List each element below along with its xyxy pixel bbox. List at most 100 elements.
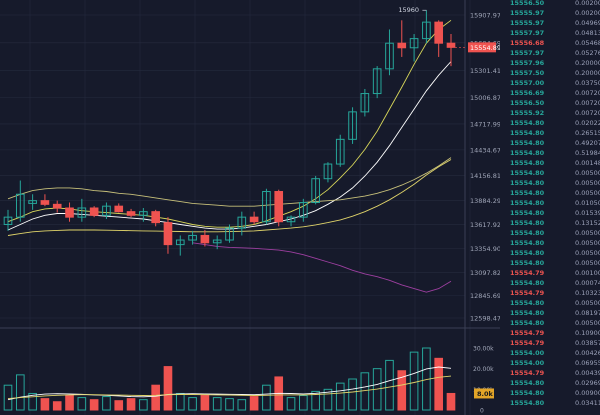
trade-quantity: 0.001485 bbox=[575, 159, 600, 167]
price-tick-label: 15907.97 bbox=[470, 12, 500, 20]
trade-quantity: 0.001000 bbox=[575, 269, 600, 277]
trade-row: 15555.97 0.002000 bbox=[500, 8, 600, 18]
trade-quantity: 0.200000 bbox=[575, 69, 600, 77]
trade-price: 15554.79 bbox=[510, 329, 545, 337]
trade-row: 15554.80 0.029695 bbox=[500, 378, 600, 388]
trade-price: 15555.97 bbox=[510, 9, 545, 17]
trade-row: 15554.79 0.103238 bbox=[500, 288, 600, 298]
trade-quantity: 0.009000 bbox=[575, 389, 600, 397]
trade-row: 15554.80 0.009000 bbox=[500, 388, 600, 398]
trade-quantity: 0.038574 bbox=[575, 339, 600, 347]
trade-quantity: 0.029695 bbox=[575, 379, 600, 387]
trade-quantity: 0.002000 bbox=[575, 0, 600, 7]
trade-quantity: 0.020224 bbox=[575, 119, 600, 127]
moving-average-line bbox=[7, 157, 452, 207]
trade-row: 15556.68 0.054688 bbox=[500, 38, 600, 48]
trade-quantity: 0.005000 bbox=[575, 259, 600, 267]
trade-quantity: 0.007200 bbox=[575, 89, 600, 97]
trade-price: 15554.80 bbox=[510, 389, 545, 397]
trade-quantity: 0.131522 bbox=[575, 219, 600, 227]
candle-down bbox=[200, 234, 210, 244]
candle-up bbox=[3, 216, 13, 225]
volume-bar bbox=[65, 395, 74, 411]
trade-quantity: 0.048132 bbox=[575, 29, 600, 37]
volume-bar bbox=[360, 372, 370, 411]
trade-row: 15554.80 0.131522 bbox=[500, 218, 600, 228]
volume-bar bbox=[163, 366, 173, 411]
trade-row: 15554.80 0.034112 bbox=[500, 398, 600, 408]
candle-down bbox=[151, 211, 160, 224]
candle-up bbox=[139, 211, 148, 216]
trade-price: 15554.80 bbox=[510, 149, 545, 157]
candle-up bbox=[372, 68, 382, 95]
trade-quantity: 0.007200 bbox=[575, 99, 600, 107]
annotations: 15960 bbox=[398, 6, 427, 14]
volume-tick-label: 30.00k bbox=[473, 346, 494, 353]
trade-row: 15557.00 0.037500 bbox=[500, 78, 600, 88]
volume-bar bbox=[286, 397, 296, 411]
candle-down bbox=[249, 216, 259, 223]
trade-quantity: 0.034112 bbox=[575, 399, 600, 407]
trade-price: 15557.00 bbox=[510, 79, 545, 87]
trade-quantity: 0.005000 bbox=[575, 179, 600, 187]
current-volume-tag bbox=[474, 388, 494, 399]
trade-row: 15557.97 0.048132 bbox=[500, 28, 600, 38]
trade-price: 15554.80 bbox=[510, 309, 545, 317]
candle-down bbox=[163, 222, 173, 246]
trade-price: 15554.80 bbox=[510, 259, 545, 267]
trade-price: 15554.00 bbox=[510, 349, 545, 357]
candle-down bbox=[89, 207, 99, 216]
trade-price: 15556.50 bbox=[510, 0, 545, 7]
volume-bar bbox=[89, 399, 99, 411]
current-volume-label: 8.0k bbox=[477, 390, 494, 398]
trade-quantity: 0.005000 bbox=[575, 189, 600, 197]
volume-bar bbox=[188, 397, 197, 411]
trade-quantity: 0.109000 bbox=[575, 329, 600, 337]
trade-quantity: 0.005000 bbox=[575, 239, 600, 247]
trade-row: 15554.80 0.010500 bbox=[500, 198, 600, 208]
trade-row: 15554.80 0.020224 bbox=[500, 118, 600, 128]
price-tick-label: 13617.92 bbox=[470, 221, 500, 229]
volume-bars bbox=[3, 347, 456, 411]
trade-price: 15554.80 bbox=[510, 129, 545, 137]
candle-down bbox=[52, 203, 62, 209]
candle-up bbox=[409, 38, 419, 49]
candle-down bbox=[40, 200, 50, 205]
trade-quantity: 0.103238 bbox=[575, 289, 600, 297]
trade-row: 15554.80 0.265157 bbox=[500, 128, 600, 138]
trade-row: 15554.00 0.004267 bbox=[500, 348, 600, 358]
trade-price: 15554.80 bbox=[510, 219, 545, 227]
trade-row: 15557.97 0.052769 bbox=[500, 48, 600, 58]
trade-price: 15554.80 bbox=[510, 239, 545, 247]
candle-up bbox=[237, 216, 247, 229]
candle-down bbox=[114, 205, 124, 213]
trade-quantity: 0.037500 bbox=[575, 79, 600, 87]
candlestick-chart[interactable]: 15907.9715604.6915301.4115006.8714717.99… bbox=[0, 0, 500, 415]
price-tick-label: 13097.82 bbox=[470, 269, 500, 277]
volume-average-line bbox=[7, 375, 452, 400]
candle-up bbox=[28, 200, 37, 204]
trade-row: 15554.79 0.109000 bbox=[500, 328, 600, 338]
volume-bar bbox=[102, 396, 111, 411]
volume-bar bbox=[409, 351, 419, 411]
moving-averages bbox=[7, 19, 452, 293]
trade-row: 15554.80 0.005000 bbox=[500, 298, 600, 308]
trade-row: 15554.80 0.005000 bbox=[500, 168, 600, 178]
trade-row: 15555.97 0.049699 bbox=[500, 18, 600, 28]
volume-bar bbox=[175, 392, 185, 411]
volume-bar bbox=[200, 395, 210, 411]
trade-row: 15554.80 0.005000 bbox=[500, 258, 600, 268]
trade-price: 15554.79 bbox=[510, 289, 545, 297]
trade-row: 15554.79 0.004398 bbox=[500, 368, 600, 378]
trade-quantity: 0.069552 bbox=[575, 359, 600, 367]
trade-row: 15556.69 0.007200 bbox=[500, 88, 600, 98]
trade-quantity: 0.007200 bbox=[575, 109, 600, 117]
trade-row: 15554.79 0.038574 bbox=[500, 338, 600, 348]
trade-row: 15556.50 0.007200 bbox=[500, 98, 600, 108]
current-price-label: 15554.89 bbox=[470, 44, 500, 52]
candle-up bbox=[77, 207, 87, 218]
trade-price: 15554.80 bbox=[510, 119, 545, 127]
trade-quantity: 0.200000 bbox=[575, 59, 600, 67]
trade-quantity: 0.492070 bbox=[575, 139, 600, 147]
